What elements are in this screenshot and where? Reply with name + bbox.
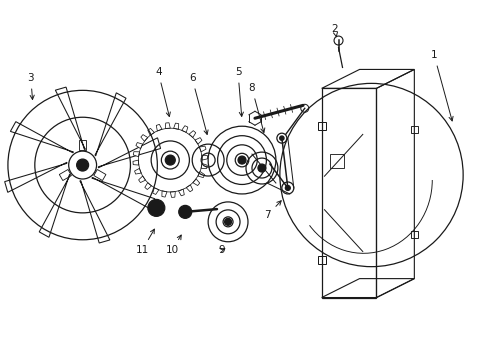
Circle shape <box>224 219 231 225</box>
Polygon shape <box>144 183 151 189</box>
Bar <box>317 256 325 264</box>
Text: 3: 3 <box>27 73 34 99</box>
Polygon shape <box>189 131 195 138</box>
Polygon shape <box>202 155 207 160</box>
Bar <box>94 170 106 180</box>
Circle shape <box>258 164 265 172</box>
Circle shape <box>285 185 290 190</box>
Circle shape <box>154 206 159 210</box>
Polygon shape <box>134 168 141 174</box>
Text: 2: 2 <box>331 24 337 37</box>
Circle shape <box>77 159 88 171</box>
Bar <box>317 122 325 130</box>
Polygon shape <box>192 179 199 185</box>
Polygon shape <box>170 192 175 197</box>
Text: 9: 9 <box>218 245 225 255</box>
Circle shape <box>279 136 284 140</box>
Bar <box>410 231 417 238</box>
Text: 6: 6 <box>188 73 208 134</box>
Text: 10: 10 <box>165 235 181 255</box>
Polygon shape <box>173 123 178 129</box>
Bar <box>59 170 71 180</box>
Polygon shape <box>178 189 184 196</box>
Circle shape <box>147 199 164 216</box>
Circle shape <box>165 155 175 165</box>
Polygon shape <box>199 146 205 152</box>
Bar <box>79 140 86 150</box>
Text: 4: 4 <box>155 67 170 117</box>
Polygon shape <box>141 135 147 141</box>
Polygon shape <box>138 176 145 183</box>
Polygon shape <box>186 185 192 192</box>
Polygon shape <box>162 191 166 197</box>
Text: 11: 11 <box>136 229 154 255</box>
Polygon shape <box>136 143 142 149</box>
Circle shape <box>238 156 245 164</box>
Circle shape <box>182 208 188 215</box>
Polygon shape <box>147 129 154 135</box>
Polygon shape <box>156 124 162 131</box>
Polygon shape <box>133 160 139 165</box>
Bar <box>329 154 343 168</box>
Text: 1: 1 <box>430 50 452 121</box>
Text: 5: 5 <box>234 67 243 116</box>
Polygon shape <box>152 188 159 194</box>
Text: 7: 7 <box>264 201 281 220</box>
Polygon shape <box>133 152 139 157</box>
Polygon shape <box>182 126 187 132</box>
Polygon shape <box>201 163 207 168</box>
Polygon shape <box>165 123 170 129</box>
Circle shape <box>179 206 191 219</box>
Polygon shape <box>198 171 204 177</box>
Bar <box>410 126 417 133</box>
Polygon shape <box>195 138 202 144</box>
Text: 8: 8 <box>248 84 264 132</box>
